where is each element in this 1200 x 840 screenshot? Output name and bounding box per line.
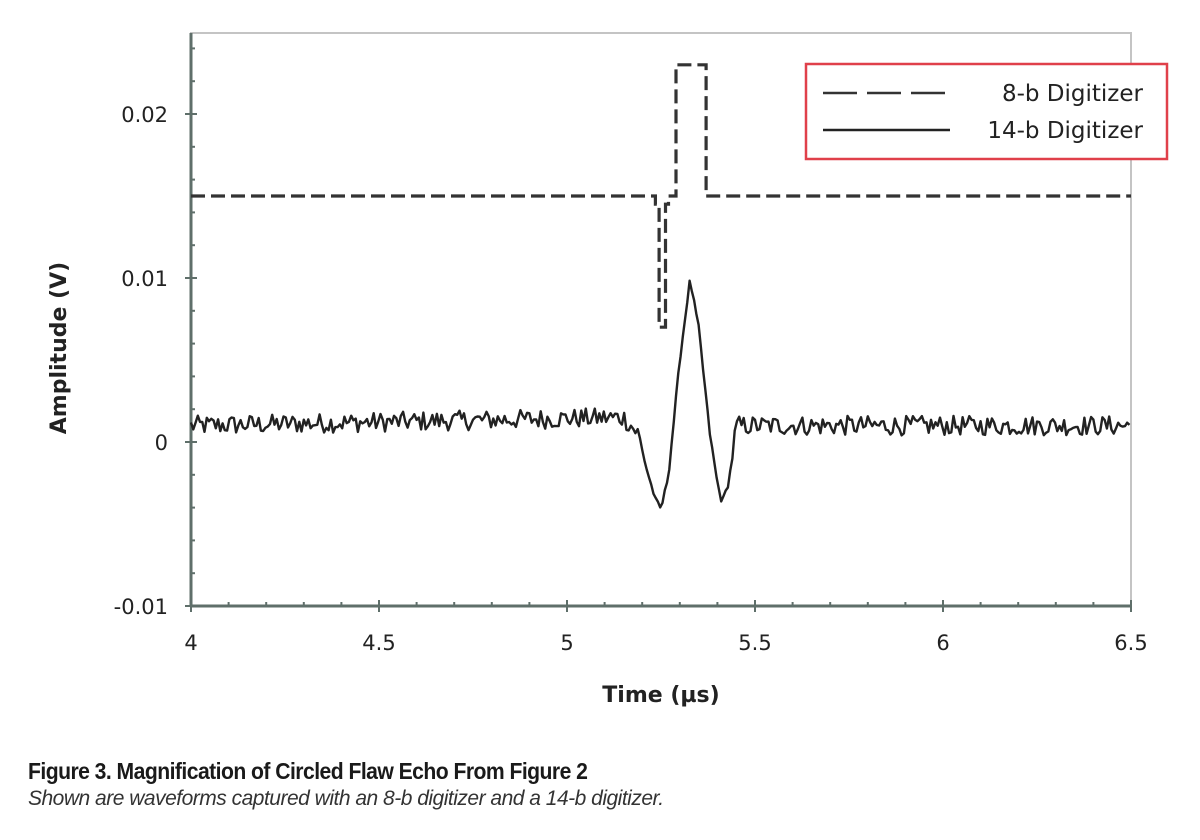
- series-8b-line: [191, 63, 1131, 329]
- axis-ticks: [185, 47, 1132, 612]
- x-tick-label: 5: [560, 631, 573, 655]
- legend-label-8b: 8-b Digitizer: [1002, 81, 1144, 107]
- x-tick-label: 6: [936, 631, 949, 655]
- x-tick-label: 6.5: [1114, 631, 1147, 655]
- x-axis-title: Time (µs): [602, 683, 719, 708]
- series-14b-line: [189, 279, 1131, 509]
- legend-label-14b: 14-b Digitizer: [987, 118, 1143, 144]
- waveform-chart: 4 4.5 5 5.5 6 6.5 -0.01 0 0.01 0.02 Amplitude (V)…: [47, 32, 1169, 708]
- caption-text: Shown are waveforms captured with an 8-b…: [28, 787, 664, 810]
- y-tick-label: 0: [155, 431, 168, 455]
- y-tick-label: -0.01: [114, 595, 168, 619]
- x-tick-label: 4: [184, 631, 197, 655]
- y-tick-label: 0.02: [121, 103, 168, 127]
- x-tick-label: 5.5: [738, 631, 771, 655]
- caption-title: Figure 3. Magnification of Circled Flaw …: [28, 758, 588, 784]
- legend-box: [804, 62, 1169, 161]
- legend: 8-b Digitizer 14-b Digitizer: [804, 62, 1169, 161]
- y-axis-title: Amplitude (V): [47, 262, 72, 434]
- figure-caption: Figure 3. Magnification of Circled Flaw …: [28, 758, 1178, 811]
- series-14b: [189, 279, 1131, 509]
- axis-tick-labels: 4 4.5 5 5.5 6 6.5 -0.01 0 0.01 0.02: [114, 103, 1148, 655]
- x-tick-label: 4.5: [362, 631, 395, 655]
- series-8b: [191, 63, 1131, 329]
- y-tick-label: 0.01: [121, 267, 168, 291]
